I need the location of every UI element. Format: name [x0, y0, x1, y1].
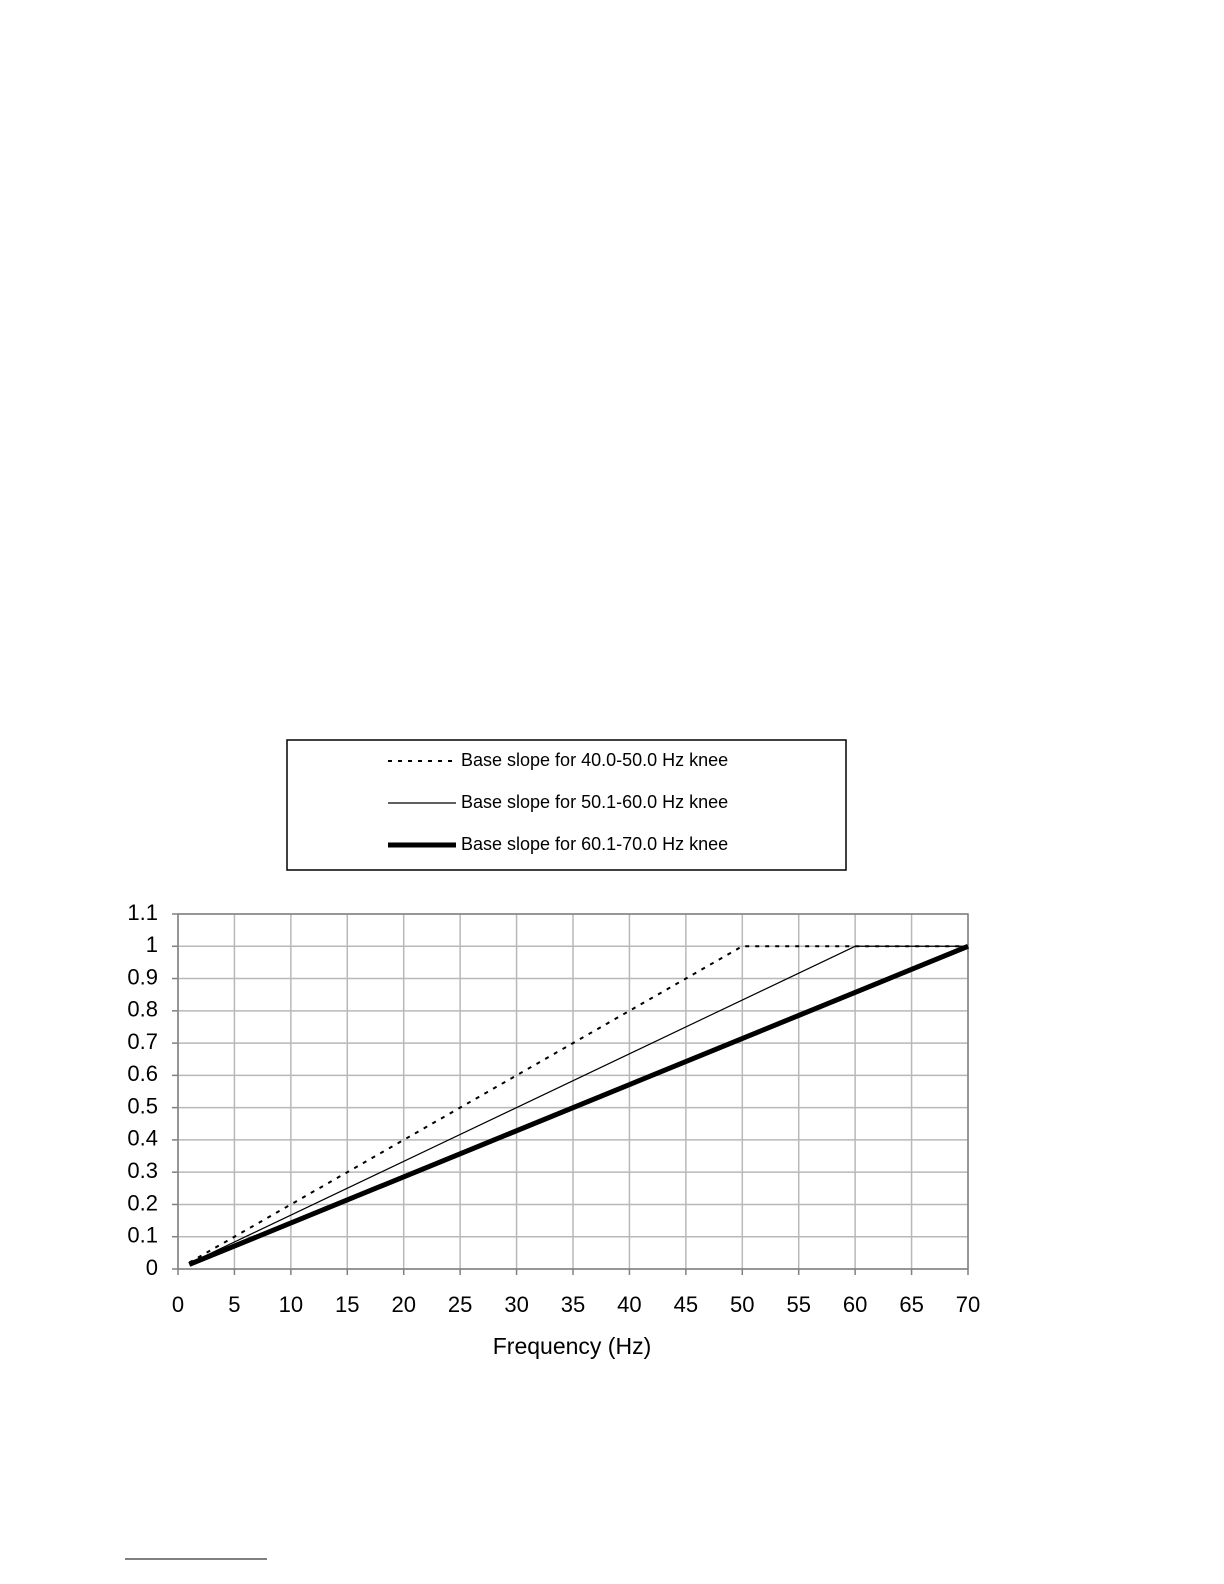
- y-tick-label: 1: [146, 932, 158, 957]
- x-tick-label: 65: [899, 1292, 923, 1317]
- x-tick-label: 30: [504, 1292, 528, 1317]
- x-tick-label: 10: [279, 1292, 303, 1317]
- x-tick-label: 70: [956, 1292, 980, 1317]
- legend-label: Base slope for 50.1-60.0 Hz knee: [461, 792, 728, 812]
- y-tick-label: 0.3: [127, 1158, 158, 1183]
- series-line: [189, 945, 968, 1265]
- x-tick-label: 55: [786, 1292, 810, 1317]
- x-tick-label: 5: [228, 1292, 240, 1317]
- x-tick-label: 60: [843, 1292, 867, 1317]
- y-tick-label: 0.9: [127, 964, 158, 989]
- y-tick-label: 0.8: [127, 997, 158, 1022]
- x-tick-label: 20: [391, 1292, 415, 1317]
- x-axis-title: Frequency (Hz): [493, 1333, 651, 1359]
- y-tick-label: 0.5: [127, 1093, 158, 1118]
- series-line: [188, 943, 969, 1267]
- x-tick-label: 50: [730, 1292, 754, 1317]
- x-tick-label: 45: [674, 1292, 698, 1317]
- y-tick-label: 0.7: [127, 1029, 158, 1054]
- legend-label: Base slope for 40.0-50.0 Hz knee: [461, 750, 728, 770]
- x-tick-label: 15: [335, 1292, 359, 1317]
- x-tick-label: 0: [172, 1292, 184, 1317]
- y-tick-label: 0.6: [127, 1061, 158, 1086]
- y-tick-label: 1.1: [127, 900, 158, 925]
- y-tick-label: 0.2: [127, 1190, 158, 1215]
- legend-box: [286, 739, 847, 871]
- legend-label: Base slope for 60.1-70.0 Hz knee: [461, 834, 728, 854]
- y-tick-label: 0: [146, 1255, 158, 1280]
- plot-frame: [177, 913, 969, 1270]
- x-tick-label: 40: [617, 1292, 641, 1317]
- x-tick-label: 25: [448, 1292, 472, 1317]
- y-tick-label: 0.1: [127, 1223, 158, 1248]
- series-line: [188, 945, 968, 1264]
- x-tick-label: 35: [561, 1292, 585, 1317]
- y-tick-label: 0.4: [127, 1126, 158, 1151]
